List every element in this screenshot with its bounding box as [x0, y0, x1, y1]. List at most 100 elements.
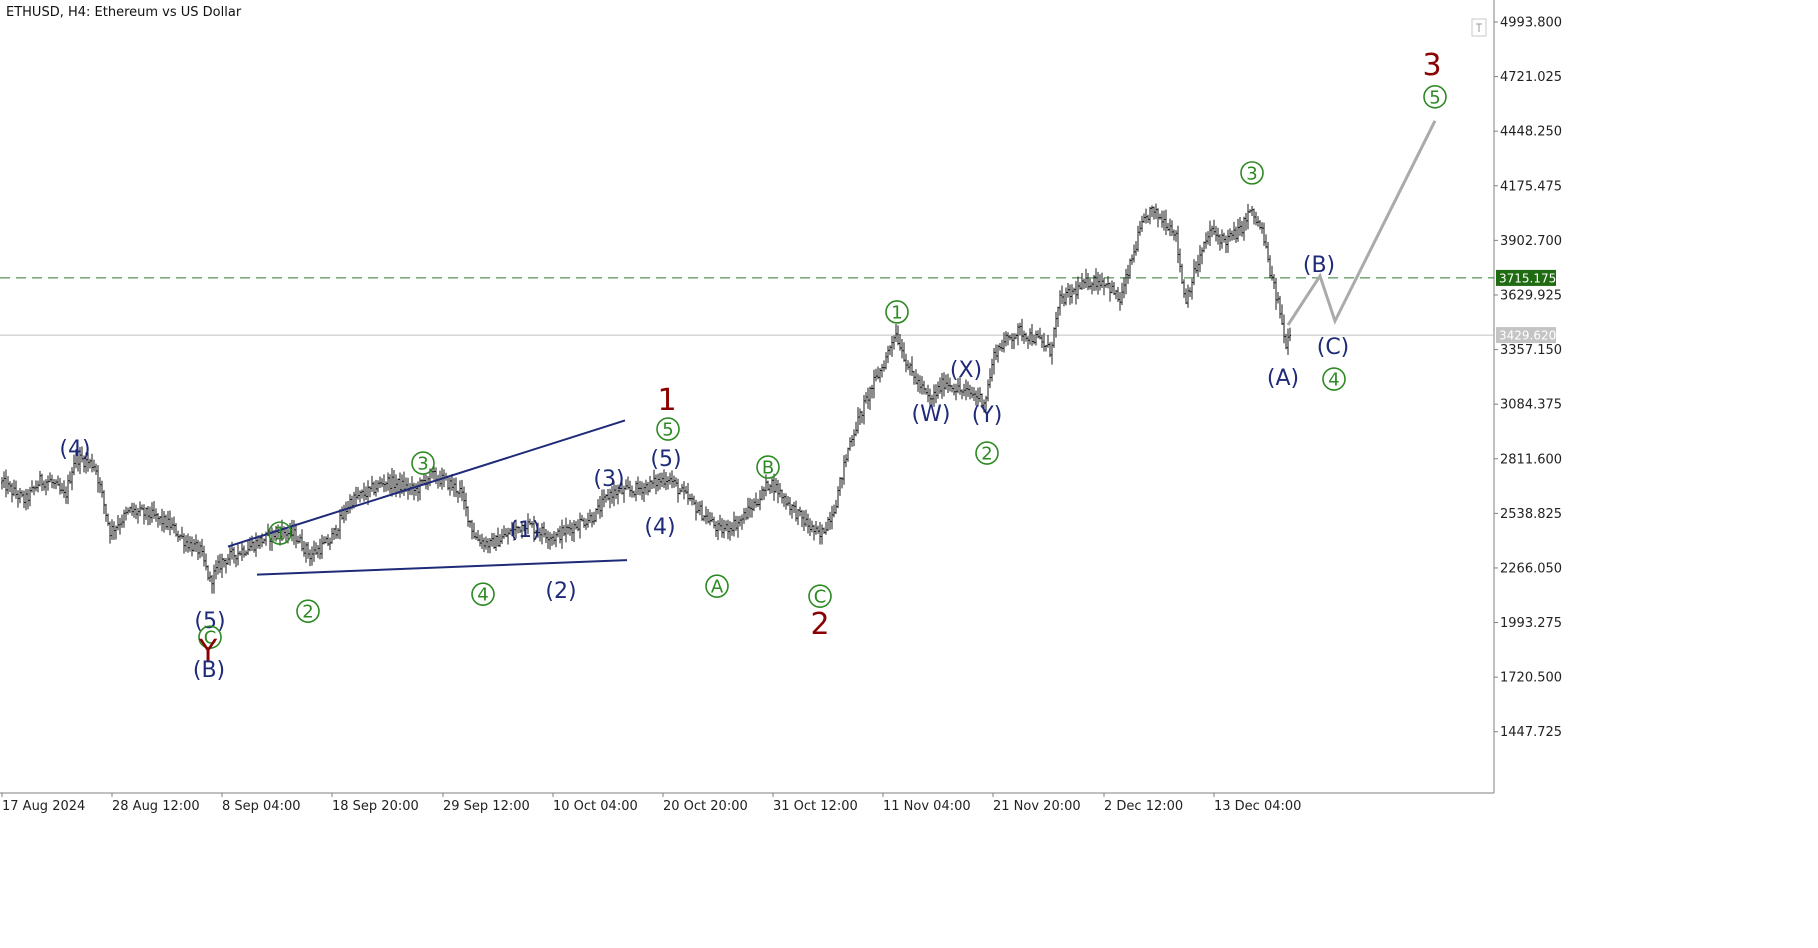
candle — [915, 369, 917, 385]
candle — [1245, 212, 1247, 231]
candle — [305, 542, 307, 563]
candle — [999, 343, 1001, 351]
candle — [465, 492, 467, 517]
candle — [511, 521, 513, 537]
y-tick-label: 2266.050 — [1500, 561, 1562, 576]
candle — [629, 480, 631, 497]
candle — [971, 386, 973, 399]
candle — [891, 335, 893, 357]
channel-upper-line[interactable] — [227, 419, 626, 548]
candle — [377, 480, 379, 493]
candle — [1155, 203, 1157, 220]
candle — [699, 501, 701, 516]
y-tick-label: 2538.825 — [1500, 507, 1562, 522]
candle — [75, 449, 77, 469]
candle — [965, 379, 967, 401]
candle — [621, 481, 623, 495]
candle — [137, 507, 139, 524]
candle — [1175, 230, 1177, 242]
candle — [1141, 215, 1143, 232]
candle — [809, 518, 811, 537]
candle — [1257, 216, 1259, 227]
candle — [831, 505, 833, 530]
candle — [237, 544, 239, 566]
candle — [757, 498, 759, 507]
candle — [929, 388, 931, 405]
candle — [715, 521, 717, 538]
candle — [955, 383, 957, 401]
candle — [27, 489, 29, 510]
candle — [209, 571, 211, 582]
candle — [175, 523, 177, 537]
candle — [821, 524, 823, 545]
candle — [995, 344, 997, 361]
candle — [319, 538, 321, 560]
candle — [921, 376, 923, 395]
candle — [1109, 282, 1111, 302]
candle — [373, 481, 375, 496]
candle — [943, 372, 945, 397]
projection-path[interactable] — [1286, 120, 1437, 326]
candle — [649, 475, 651, 493]
candle — [919, 375, 921, 394]
candle — [1275, 277, 1277, 310]
candle — [399, 472, 401, 498]
candle — [843, 455, 845, 485]
candle — [873, 369, 875, 399]
candle — [63, 480, 65, 498]
candle — [1063, 293, 1065, 307]
svg-text:A: A — [711, 577, 724, 598]
candle — [1239, 217, 1241, 236]
candle — [913, 370, 915, 385]
candle — [255, 532, 257, 557]
y-tick-label: 4175.475 — [1500, 179, 1562, 194]
candle — [263, 538, 265, 544]
candle — [897, 325, 899, 346]
candle — [469, 520, 471, 528]
candle — [503, 525, 505, 539]
candle — [935, 384, 937, 404]
candle — [71, 467, 73, 491]
candle — [505, 528, 507, 538]
candle — [1159, 213, 1161, 220]
candle — [145, 507, 147, 520]
candle — [1025, 332, 1027, 342]
candle — [565, 517, 567, 543]
candle — [1047, 335, 1049, 348]
candle — [647, 481, 649, 496]
chart-toggle-icon[interactable] — [1471, 18, 1487, 37]
wave-label-green: 1 — [885, 300, 909, 324]
candle — [849, 437, 851, 451]
candle — [363, 482, 365, 502]
candle — [335, 524, 337, 539]
candle — [1279, 295, 1281, 319]
candle — [743, 508, 745, 524]
candle — [1267, 241, 1269, 263]
candle — [309, 549, 311, 567]
y-tick-label: 4993.800 — [1500, 16, 1562, 31]
candle — [163, 510, 165, 533]
svg-text:1: 1 — [891, 302, 902, 323]
candle — [657, 473, 659, 492]
candle — [1249, 209, 1251, 214]
candle — [391, 468, 393, 497]
candle — [109, 521, 111, 544]
candle — [1265, 234, 1267, 249]
candle — [415, 483, 417, 496]
candle — [33, 485, 35, 496]
candle — [1031, 323, 1033, 346]
candle — [1121, 282, 1123, 306]
channel-lower-line[interactable] — [256, 559, 628, 576]
candle — [327, 534, 329, 547]
candle — [223, 557, 225, 568]
candle — [477, 529, 479, 542]
candle — [1157, 208, 1159, 228]
candle — [1233, 221, 1235, 241]
candle — [1143, 213, 1145, 223]
candle — [755, 492, 757, 508]
candle — [285, 527, 287, 544]
candle — [579, 512, 581, 539]
candle — [751, 499, 753, 518]
candle — [827, 516, 829, 532]
